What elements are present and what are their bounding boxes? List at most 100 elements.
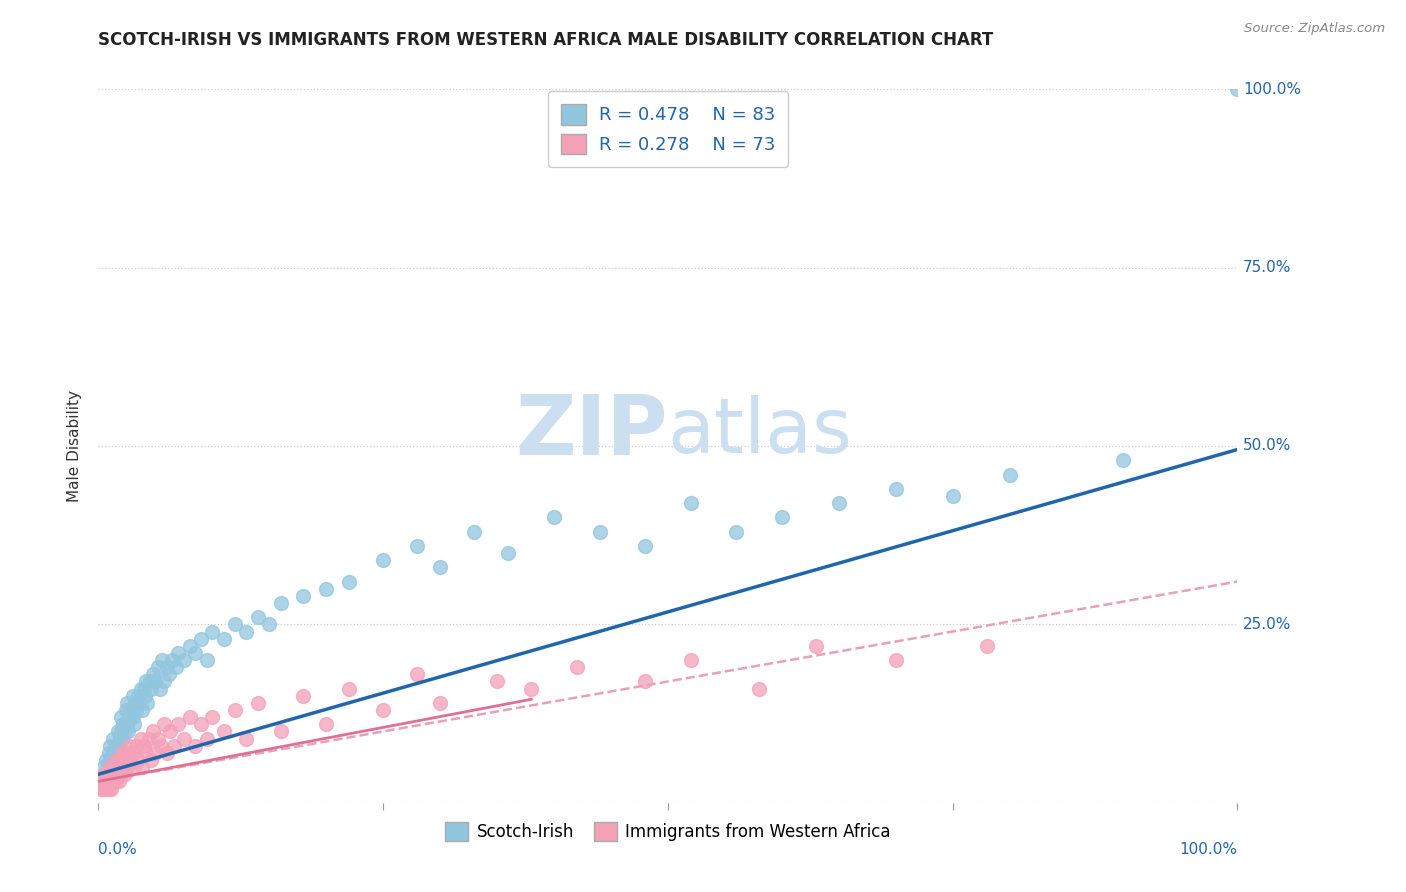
Point: [115, 696, 138, 710]
Point: [100, 781, 122, 796]
Point: [1112, 453, 1135, 467]
Point: [770, 510, 793, 524]
Point: [142, 724, 165, 739]
Point: [486, 674, 509, 689]
Point: [543, 510, 565, 524]
Point: [153, 717, 176, 731]
Point: [96, 753, 118, 767]
Point: [114, 724, 136, 739]
Point: [108, 774, 131, 789]
Text: 75.0%: 75.0%: [1243, 260, 1291, 275]
Point: [212, 724, 235, 739]
Point: [884, 653, 907, 667]
Point: [118, 710, 141, 724]
Point: [179, 710, 201, 724]
Point: [429, 696, 451, 710]
Point: [108, 753, 131, 767]
Text: SCOTCH-IRISH VS IMMIGRANTS FROM WESTERN AFRICA MALE DISABILITY CORRELATION CHART: SCOTCH-IRISH VS IMMIGRANTS FROM WESTERN …: [98, 31, 994, 49]
Point: [93, 760, 115, 774]
Point: [104, 774, 127, 789]
Point: [184, 739, 207, 753]
Point: [184, 646, 207, 660]
Point: [94, 781, 117, 796]
Point: [112, 717, 135, 731]
Point: [165, 660, 187, 674]
Point: [634, 674, 657, 689]
Point: [131, 760, 153, 774]
Point: [588, 524, 610, 539]
Point: [138, 731, 160, 746]
Point: [103, 774, 125, 789]
Point: [120, 703, 142, 717]
Text: 0.0%: 0.0%: [98, 842, 138, 857]
Point: [157, 667, 180, 681]
Point: [156, 660, 179, 674]
Point: [235, 731, 257, 746]
Point: [976, 639, 998, 653]
Point: [1226, 82, 1249, 96]
Point: [292, 589, 315, 603]
Point: [124, 696, 146, 710]
Point: [725, 524, 748, 539]
Point: [748, 681, 770, 696]
Point: [96, 767, 118, 781]
Point: [136, 696, 159, 710]
Point: [98, 774, 121, 789]
Point: [146, 660, 169, 674]
Point: [224, 617, 246, 632]
Point: [159, 724, 181, 739]
Point: [134, 689, 156, 703]
Point: [96, 767, 118, 781]
Point: [270, 724, 292, 739]
Point: [804, 639, 827, 653]
Point: [139, 753, 162, 767]
Text: Source: ZipAtlas.com: Source: ZipAtlas.com: [1244, 22, 1385, 36]
Point: [162, 739, 184, 753]
Point: [97, 781, 120, 796]
Point: [103, 760, 125, 774]
Point: [315, 717, 337, 731]
Point: [108, 731, 131, 746]
Point: [110, 710, 132, 724]
Point: [235, 624, 257, 639]
Point: [131, 703, 153, 717]
Point: [406, 667, 429, 681]
Point: [117, 724, 139, 739]
Point: [195, 653, 218, 667]
Point: [101, 767, 124, 781]
Point: [135, 746, 157, 760]
Point: [190, 717, 212, 731]
Point: [246, 610, 269, 624]
Text: ZIP: ZIP: [516, 392, 668, 472]
Point: [125, 739, 148, 753]
Point: [110, 724, 132, 739]
Point: [98, 753, 121, 767]
Point: [125, 703, 148, 717]
Point: [101, 746, 124, 760]
Point: [145, 674, 167, 689]
Text: atlas: atlas: [668, 395, 852, 468]
Point: [998, 467, 1021, 482]
Point: [195, 731, 218, 746]
Text: 50.0%: 50.0%: [1243, 439, 1291, 453]
Point: [270, 596, 292, 610]
Point: [246, 696, 269, 710]
Point: [371, 553, 394, 567]
Point: [146, 731, 169, 746]
Point: [884, 482, 907, 496]
Point: [337, 574, 360, 589]
Point: [463, 524, 485, 539]
Point: [679, 653, 702, 667]
Point: [96, 774, 118, 789]
Point: [103, 753, 125, 767]
Point: [212, 632, 235, 646]
Point: [127, 689, 149, 703]
Point: [105, 767, 128, 781]
Point: [111, 746, 134, 760]
Point: [107, 760, 129, 774]
Point: [520, 681, 543, 696]
Point: [112, 760, 135, 774]
Point: [115, 717, 138, 731]
Point: [315, 582, 337, 596]
Point: [167, 646, 190, 660]
